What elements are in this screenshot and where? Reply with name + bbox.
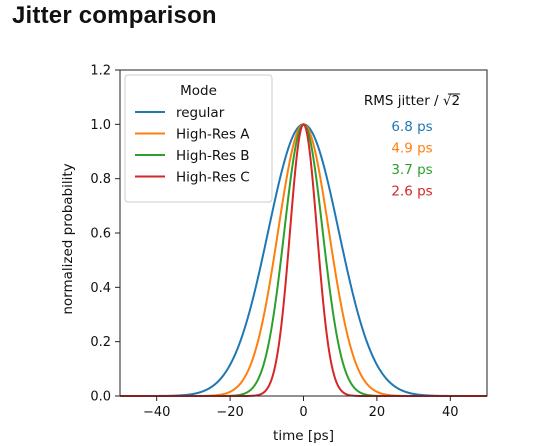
page-title: Jitter comparison — [12, 2, 217, 29]
y-tick-label: 0.2 — [90, 335, 111, 350]
rms-jitter-value: 2.6 ps — [391, 184, 432, 200]
x-axis-label: time [ps] — [273, 428, 334, 444]
axis-ticks: −40 −20 0 20 40 0.0 0.2 0.4 0.6 0.8 1.0 1.2 — [90, 64, 458, 421]
y-tick-label: 0.0 — [90, 390, 111, 405]
rms-jitter-value: 4.9 ps — [391, 141, 432, 157]
legend-title: Mode — [180, 83, 217, 99]
rms-jitter-value: 3.7 ps — [391, 162, 432, 178]
legend-entry-label: regular — [176, 105, 225, 121]
y-axis-label: normalized probability — [60, 163, 76, 314]
legend-entry-label: High-Res B — [176, 148, 250, 164]
x-tick-label: −40 — [143, 405, 170, 420]
legend-entry-label: High-Res C — [176, 170, 250, 186]
y-tick-label: 0.4 — [90, 281, 111, 296]
rms-jitter-header-prefix: RMS jitter / — [364, 93, 443, 109]
y-tick-label: 1.0 — [90, 118, 111, 133]
rms-sqrt-number: 2 — [451, 93, 460, 109]
x-tick-label: 0 — [299, 405, 307, 420]
rms-sqrt-symbol: √ — [443, 93, 452, 109]
x-tick-label: 20 — [369, 405, 386, 420]
rms-jitter-header: RMS jitter / √2 — [364, 93, 460, 109]
x-tick-label: 40 — [442, 405, 459, 420]
y-tick-label: 1.2 — [90, 64, 111, 79]
y-tick-label: 0.6 — [90, 227, 111, 242]
legend-box — [124, 74, 273, 203]
rms-jitter-value: 6.8 ps — [391, 119, 432, 135]
legend-entry-label: High-Res A — [176, 127, 250, 143]
x-tick-label: −20 — [216, 405, 243, 420]
y-tick-label: 0.8 — [90, 172, 111, 187]
rms-jitter-annotation: RMS jitter / √2 6.8 ps 4.9 ps 3.7 ps 2.6 ps — [364, 93, 461, 200]
legend: Mode regular High-Res A High-Res B High-Res… — [124, 74, 273, 203]
